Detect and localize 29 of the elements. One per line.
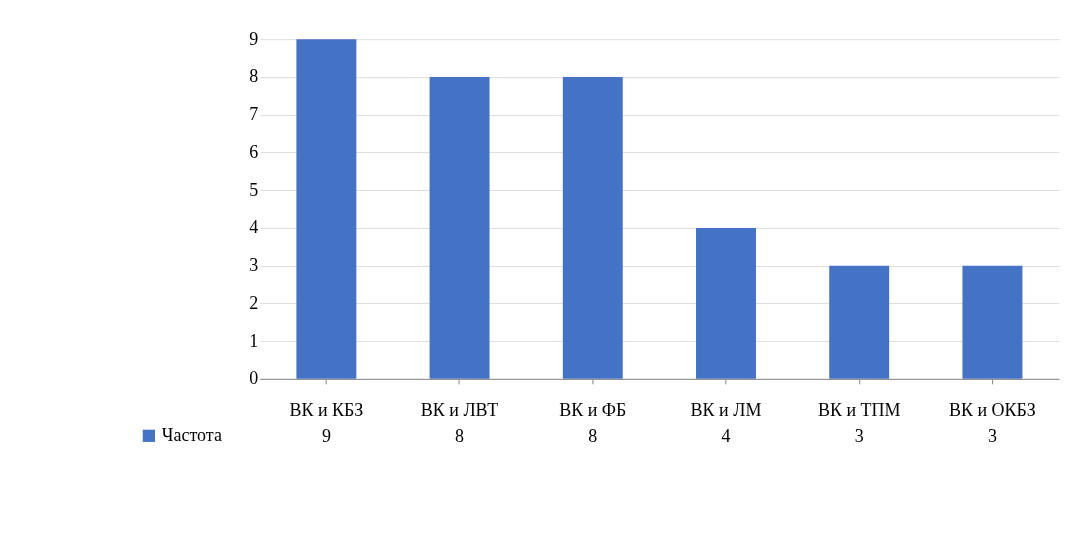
data-label: 8 (588, 425, 598, 446)
data-label: 8 (455, 425, 465, 446)
x-tick-label: ВК и ЛВТ (420, 400, 499, 421)
x-tick-label: ВК и ОКБЗ (948, 400, 1036, 421)
legend-label: Частота (161, 424, 222, 445)
y-tick-label: 8 (249, 66, 259, 87)
y-tick-label: 4 (249, 217, 259, 238)
bar (429, 76, 490, 379)
bar (962, 265, 1023, 379)
y-tick-label: 5 (249, 179, 259, 200)
y-tick-label: 6 (249, 141, 259, 162)
data-label: 9 (321, 425, 331, 446)
y-tick-label: 1 (249, 330, 259, 351)
y-tick-label: 2 (249, 292, 259, 313)
bar (696, 227, 756, 379)
y-tick-label: 9 (249, 28, 259, 49)
x-tick-label: ВК и ЛМ (690, 400, 762, 421)
data-label: 3 (854, 425, 864, 446)
x-tick-label: ВК и КБЗ (289, 400, 364, 421)
x-tick-label: ВК и ФБ (559, 400, 627, 421)
bar (562, 76, 623, 379)
data-label: 4 (721, 425, 731, 446)
bar (829, 265, 890, 379)
x-tick-label: ВК и ТПМ (817, 400, 901, 421)
bar (296, 39, 357, 379)
y-tick-label: 0 (249, 368, 259, 389)
data-label: 3 (987, 425, 997, 446)
y-tick-label: 7 (249, 104, 259, 125)
y-tick-label: 3 (249, 255, 259, 276)
